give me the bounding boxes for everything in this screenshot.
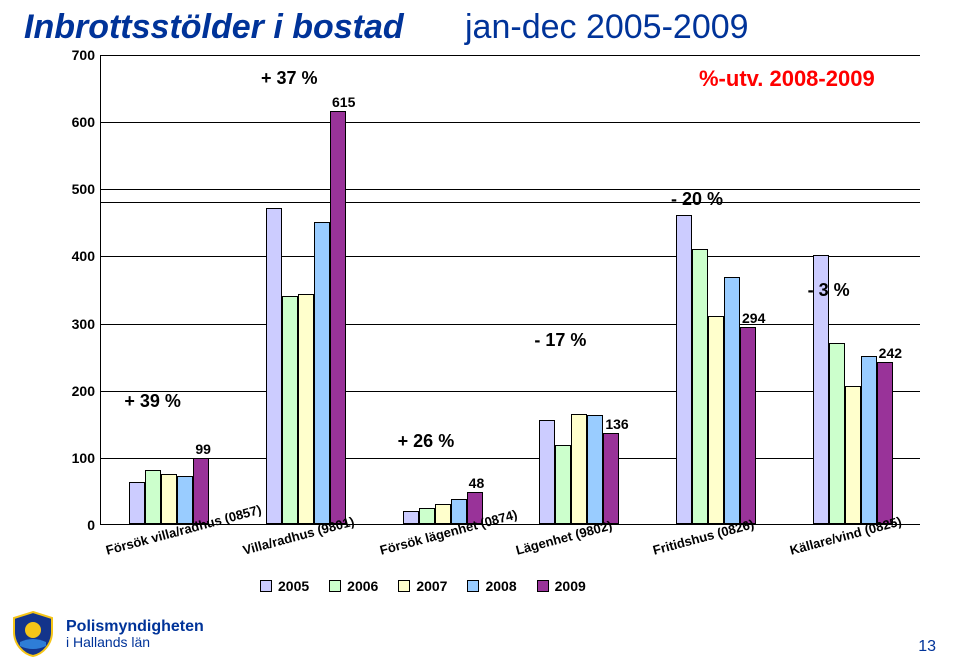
bar [145, 470, 161, 524]
bar [161, 474, 177, 524]
logo-block: Polismyndigheten i Hallands län [10, 610, 204, 658]
bar-group [676, 215, 756, 524]
bar [177, 476, 193, 524]
bar [861, 356, 877, 524]
chart-legend: 2005 2006 2007 2008 2009 [260, 578, 586, 594]
bar [740, 327, 756, 524]
percent-annotation: - 3 % [808, 280, 850, 301]
bar [571, 414, 587, 524]
legend-item: 2008 [467, 578, 516, 594]
grid-line [101, 391, 920, 392]
bar [829, 343, 845, 524]
value-label: 99 [195, 441, 211, 457]
legend-swatch [329, 580, 341, 592]
logo-line-2: i Hallands län [66, 635, 204, 650]
bar-group [129, 458, 209, 524]
grid-line [101, 458, 920, 459]
bar-chart: 0100200300400500600700Försök villa/radhu… [55, 55, 930, 565]
percent-annotation: - 20 % [671, 189, 723, 210]
percent-annotation: + 26 % [398, 431, 455, 452]
legend-swatch [537, 580, 549, 592]
bar [587, 415, 603, 524]
legend-label: 2005 [278, 578, 309, 594]
bar-group [266, 111, 346, 524]
page-title: Inbrottsstölder i bostad [24, 8, 404, 47]
page-number: 13 [918, 638, 936, 656]
grid-line [101, 55, 920, 56]
grid-line [101, 189, 920, 190]
value-label: 48 [469, 475, 485, 491]
bar [282, 296, 298, 524]
grid-line [101, 256, 920, 257]
y-tick-label: 500 [57, 181, 101, 197]
legend-item: 2006 [329, 578, 378, 594]
legend-item: 2005 [260, 578, 309, 594]
logo-text: Polismyndigheten i Hallands län [66, 618, 204, 651]
percent-annotation: - 17 % [534, 330, 586, 351]
y-tick-label: 400 [57, 248, 101, 264]
legend-swatch [398, 580, 410, 592]
police-shield-icon [10, 610, 56, 658]
y-tick-label: 0 [57, 517, 101, 533]
bar [330, 111, 346, 524]
bar [877, 362, 893, 524]
bar [298, 294, 314, 524]
logo-line-1: Polismyndigheten [66, 618, 204, 636]
legend-label: 2008 [485, 578, 516, 594]
percent-annotation: + 39 % [124, 391, 181, 412]
page-title-suffix: jan-dec 2005-2009 [465, 8, 749, 47]
value-label: 242 [879, 345, 902, 361]
legend-label: 2006 [347, 578, 378, 594]
bar [266, 208, 282, 524]
plot-area: 0100200300400500600700Försök villa/radhu… [100, 55, 920, 525]
bar [708, 316, 724, 524]
legend-item: 2007 [398, 578, 447, 594]
chart-subtitle: %-utv. 2008-2009 [699, 66, 875, 92]
grid-line [101, 324, 920, 325]
bar [692, 249, 708, 524]
bar [314, 222, 330, 524]
legend-label: 2009 [555, 578, 586, 594]
bar [435, 504, 451, 524]
legend-swatch [260, 580, 272, 592]
y-tick-label: 100 [57, 450, 101, 466]
y-tick-label: 300 [57, 316, 101, 332]
legend-item: 2009 [537, 578, 586, 594]
bar [555, 445, 571, 524]
bar [129, 482, 145, 524]
bar [845, 386, 861, 524]
bar [539, 420, 555, 524]
percent-annotation: + 37 % [261, 68, 318, 89]
value-label: 136 [605, 416, 628, 432]
bar [403, 511, 419, 524]
y-tick-label: 700 [57, 47, 101, 63]
bar [419, 508, 435, 524]
bar [193, 458, 209, 524]
value-label: 294 [742, 310, 765, 326]
grid-line [101, 122, 920, 123]
y-tick-label: 600 [57, 114, 101, 130]
bar [724, 277, 740, 524]
legend-label: 2007 [416, 578, 447, 594]
bar [676, 215, 692, 524]
legend-swatch [467, 580, 479, 592]
bar [603, 433, 619, 524]
y-tick-label: 200 [57, 383, 101, 399]
value-label: 615 [332, 94, 355, 110]
